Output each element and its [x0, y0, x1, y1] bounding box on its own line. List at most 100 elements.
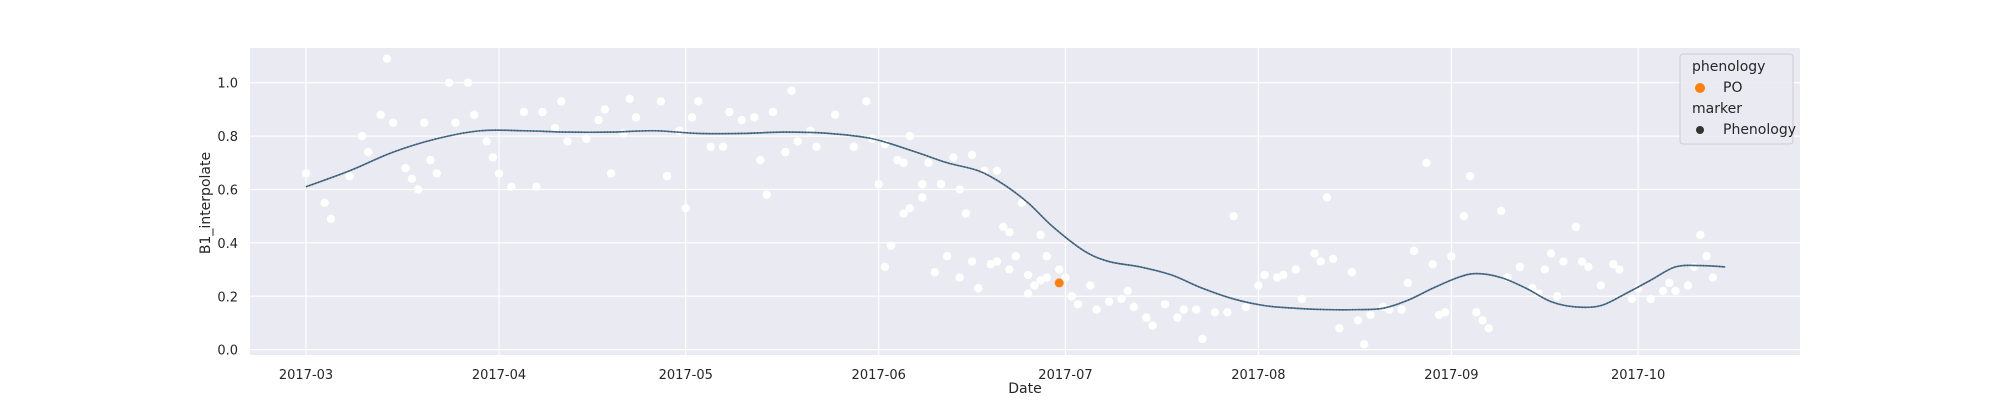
observation-point	[550, 123, 560, 133]
observation-point	[1223, 308, 1232, 317]
observation-point	[1160, 300, 1170, 309]
observation-point	[806, 126, 815, 135]
observation-point	[301, 169, 311, 178]
observation-point	[401, 163, 410, 173]
observation-point	[1229, 211, 1238, 221]
observation-point	[1671, 286, 1680, 296]
observation-point	[1546, 249, 1556, 258]
observation-point	[1005, 265, 1014, 274]
observation-point	[781, 147, 790, 157]
observation-point	[594, 115, 603, 125]
observation-point	[1428, 260, 1437, 269]
observation-point	[1129, 302, 1139, 312]
observation-point	[1609, 260, 1618, 269]
observation-point	[1577, 257, 1587, 266]
observation-point	[382, 54, 392, 63]
y-tick-label: 0.4	[217, 237, 238, 252]
interpolated-line-markers	[305, 129, 1726, 311]
observation-point	[1708, 273, 1718, 282]
observation-point	[1322, 193, 1332, 202]
legend: phenology PO marker Phenology	[1679, 53, 1796, 145]
legend-title-marker: marker	[1692, 101, 1742, 117]
observation-point	[886, 241, 896, 250]
observation-point	[1086, 281, 1095, 290]
observation-point	[1241, 302, 1251, 312]
observation-point	[1067, 292, 1076, 301]
observation-point	[1347, 268, 1357, 277]
observation-point	[357, 131, 367, 141]
observation-point	[1117, 294, 1126, 304]
y-tick-label: 0.8	[217, 130, 238, 145]
observation-point	[999, 222, 1008, 232]
observation-point	[519, 107, 529, 117]
legend-marker-phenology	[1696, 126, 1704, 134]
observation-point	[936, 179, 946, 189]
observation-point	[918, 193, 927, 202]
observation-point	[364, 147, 373, 157]
observation-point	[420, 118, 429, 127]
legend-box	[1679, 53, 1794, 145]
observation-point	[1179, 305, 1188, 314]
observation-point	[388, 118, 398, 127]
observation-point	[426, 155, 435, 165]
legend-label-po: PO	[1723, 80, 1742, 96]
observation-point	[1073, 300, 1083, 309]
observation-point	[1422, 158, 1431, 167]
observation-point	[687, 113, 697, 122]
observation-point	[1030, 281, 1039, 290]
observation-point	[1397, 305, 1406, 314]
observation-point	[1328, 254, 1338, 264]
y-tick-label: 0.6	[217, 183, 238, 198]
observation-point	[631, 113, 641, 122]
observation-point	[494, 169, 504, 178]
observation-point	[930, 268, 939, 277]
observation-point	[1559, 257, 1568, 266]
observation-point	[1584, 262, 1593, 272]
observation-point	[1055, 265, 1064, 274]
observation-point	[432, 169, 441, 178]
observation-point	[1540, 265, 1549, 274]
observation-point	[1497, 206, 1506, 216]
observation-point	[451, 118, 460, 127]
observation-point	[955, 273, 964, 282]
observation-point	[563, 137, 572, 146]
observation-point	[992, 166, 1002, 175]
observation-point	[1297, 294, 1307, 304]
observation-point	[1017, 198, 1027, 208]
observation-point	[581, 134, 591, 143]
observation-point	[1142, 313, 1151, 322]
observation-point	[1104, 297, 1114, 306]
observation-point	[1366, 310, 1375, 320]
observation-point	[830, 110, 840, 119]
observation-point	[1571, 222, 1581, 232]
observation-point	[706, 142, 715, 151]
observation-point	[693, 97, 703, 106]
observation-point	[463, 78, 473, 87]
y-tick-label: 0.2	[217, 290, 238, 305]
x-tick-label: 2017-10	[1611, 368, 1665, 383]
observation-point	[619, 129, 628, 138]
observation-point	[1254, 281, 1263, 290]
observation-point	[320, 198, 329, 208]
legend-marker-po	[1695, 83, 1705, 93]
observation-point	[862, 97, 871, 106]
observation-point	[1353, 316, 1363, 325]
observation-point	[992, 257, 1002, 266]
observation-point	[1148, 321, 1157, 330]
observation-point	[1689, 262, 1699, 272]
observation-point	[1465, 171, 1475, 181]
observation-point	[1005, 228, 1014, 237]
legend-title-phenology: phenology	[1692, 59, 1765, 75]
observation-point	[905, 203, 915, 213]
observation-point	[1123, 286, 1132, 296]
x-tick-label: 2017-06	[852, 368, 906, 383]
x-tick-label: 2017-07	[1038, 368, 1092, 383]
observation-point	[1658, 286, 1668, 296]
observation-point	[1627, 294, 1637, 304]
observation-point	[942, 252, 952, 261]
observation-point	[681, 203, 690, 213]
observation-point	[1596, 281, 1606, 290]
observation-point	[1447, 252, 1456, 261]
observation-point	[1665, 278, 1674, 288]
